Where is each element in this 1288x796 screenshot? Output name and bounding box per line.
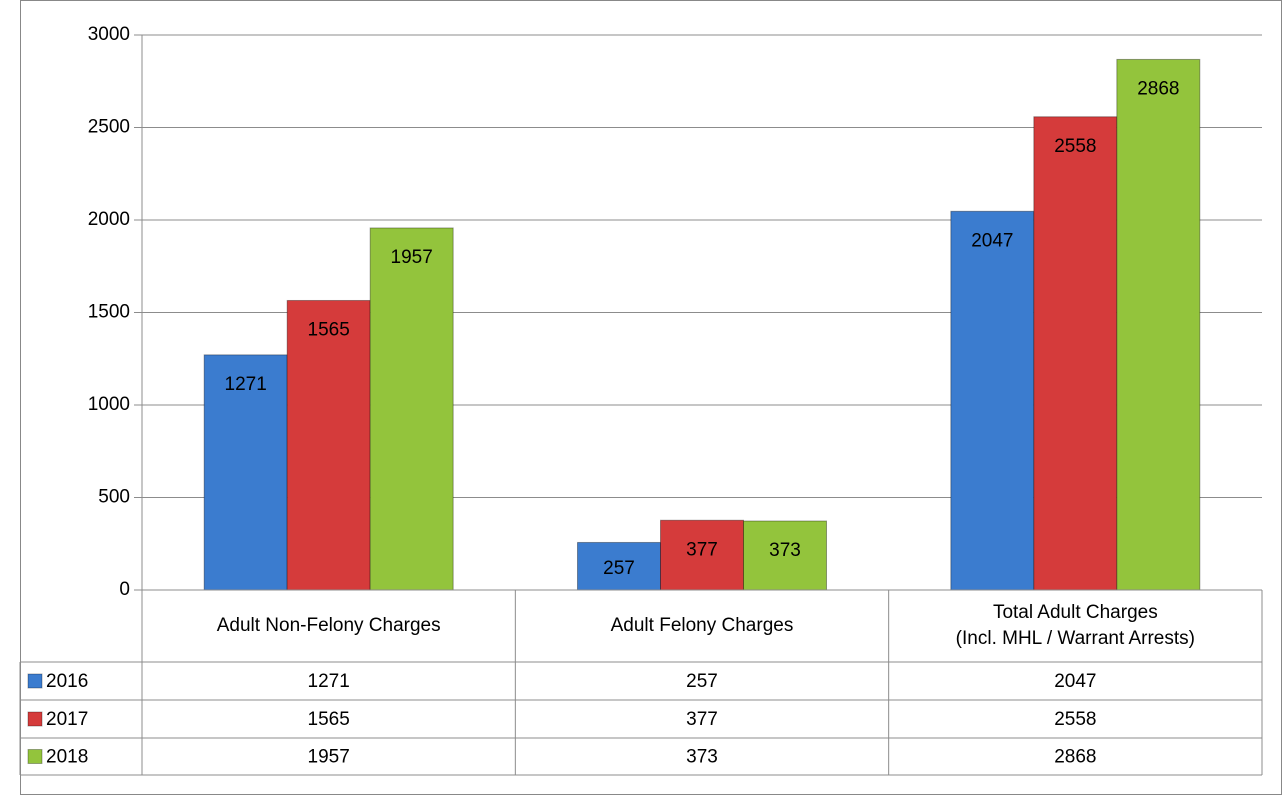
data-label: 377 <box>686 539 718 560</box>
x-tick-label: Total Adult Charges (Incl. MHL / Warrant… <box>955 602 1195 649</box>
legend-swatch <box>27 711 43 727</box>
table-value: 373 <box>686 747 718 768</box>
table-value: 1565 <box>308 709 350 730</box>
x-tick-label: Adult Non-Felony Charges <box>216 615 441 636</box>
legend-swatch <box>27 673 43 689</box>
bar <box>743 520 827 591</box>
table-value: 1271 <box>308 671 350 692</box>
y-tick-label: 0 <box>119 579 130 600</box>
bar <box>950 210 1035 591</box>
table-value: 257 <box>686 671 718 692</box>
legend-label: 2017 <box>46 709 88 730</box>
y-tick-label: 1000 <box>88 394 130 415</box>
bar <box>203 354 288 591</box>
y-tick-label: 2000 <box>88 209 130 230</box>
bar <box>1116 58 1201 591</box>
legend-label: 2018 <box>46 747 88 768</box>
y-tick-label: 2500 <box>88 117 130 138</box>
data-label: 257 <box>603 558 635 579</box>
bar <box>369 227 454 591</box>
table-value: 377 <box>686 709 718 730</box>
data-label: 2047 <box>971 230 1013 251</box>
category-cell: Adult Non-Felony Charges <box>216 615 441 636</box>
data-label: 1957 <box>391 247 433 268</box>
table-value: 2558 <box>1054 709 1096 730</box>
y-tick-label: 1500 <box>88 302 130 323</box>
table-value: 1957 <box>308 747 350 768</box>
table-value: 2047 <box>1054 671 1096 692</box>
bar <box>286 299 371 591</box>
legend-label: 2016 <box>46 671 88 692</box>
data-label: 1271 <box>225 374 267 395</box>
category-cell: Adult Felony Charges <box>610 615 794 636</box>
data-label: 373 <box>769 540 801 561</box>
category-cell: Total Adult Charges (Incl. MHL / Warrant… <box>955 602 1195 649</box>
data-label: 2868 <box>1137 78 1179 99</box>
bar <box>1033 116 1118 591</box>
data-label: 2558 <box>1054 136 1096 157</box>
x-tick-label: Adult Felony Charges <box>610 615 794 636</box>
legend-swatch <box>27 749 43 764</box>
y-tick-label: 3000 <box>88 24 130 45</box>
data-label: 1565 <box>308 319 350 340</box>
y-tick-label: 500 <box>98 487 130 508</box>
table-value: 2868 <box>1054 747 1096 768</box>
